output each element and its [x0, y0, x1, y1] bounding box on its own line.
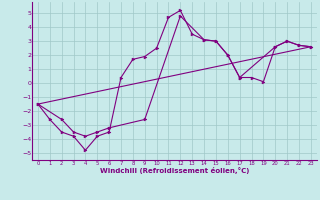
X-axis label: Windchill (Refroidissement éolien,°C): Windchill (Refroidissement éolien,°C)	[100, 167, 249, 174]
